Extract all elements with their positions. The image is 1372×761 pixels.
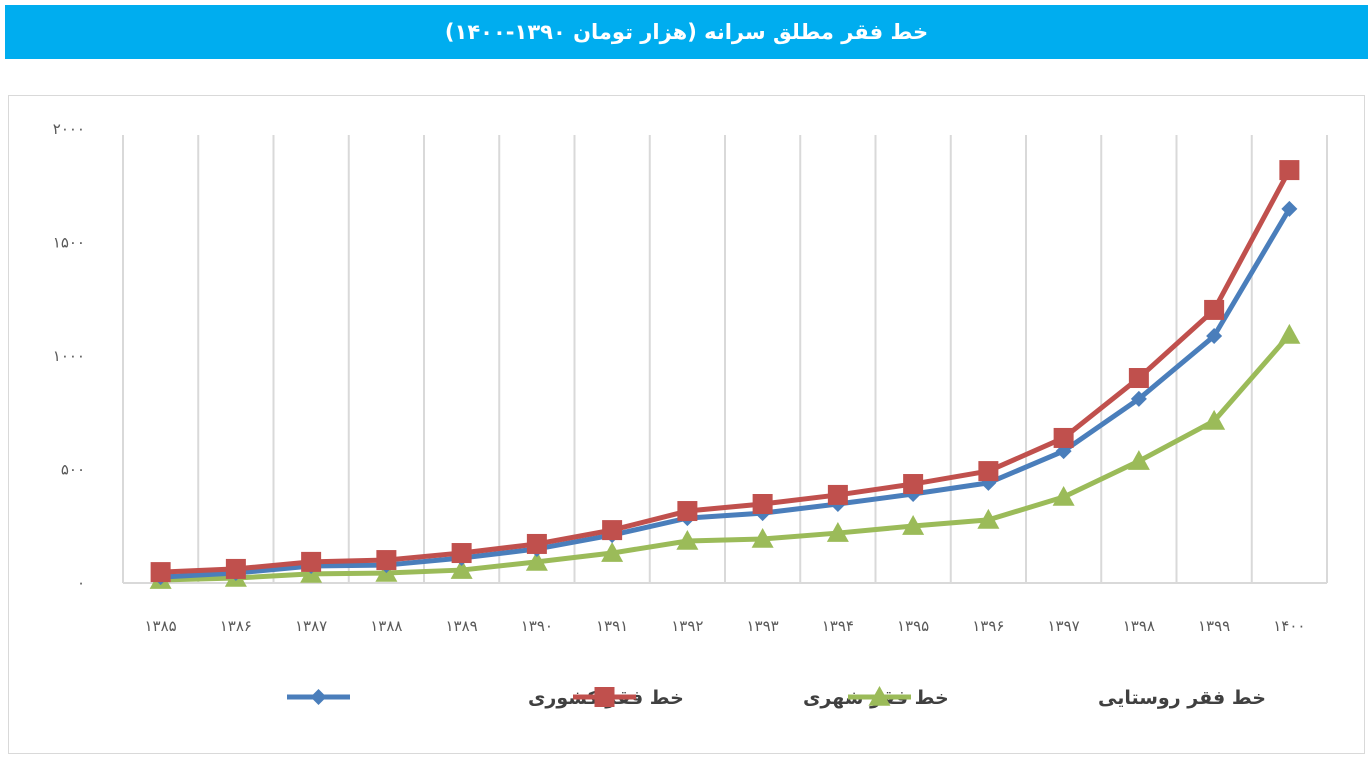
data-point-triangle xyxy=(1052,485,1075,506)
data-point-square xyxy=(526,533,547,554)
x-tick-label: ۱۳۹۰ xyxy=(521,617,553,635)
x-tick-label: ۱۳۹۱ xyxy=(596,617,628,635)
data-point-square xyxy=(451,543,472,564)
data-point-triangle xyxy=(1203,409,1226,430)
chart-frame xyxy=(8,95,1365,754)
data-point-square xyxy=(602,520,623,541)
chart-title: خط فقر مطلق سرانه (هزار تومان ۱۳۹۰-۱۴۰۰) xyxy=(444,20,929,44)
data-point-triangle xyxy=(826,522,849,542)
x-tick-label: ۱۳۸۷ xyxy=(295,617,327,635)
data-point-square xyxy=(376,550,397,571)
legend-marker-square xyxy=(594,687,615,707)
x-tick-label: ۱۳۸۸ xyxy=(370,617,402,635)
legend-marker-triangle xyxy=(868,686,891,706)
x-tick-label: ۱۳۹۶ xyxy=(972,617,1004,635)
data-point-triangle xyxy=(751,527,774,548)
data-point-square xyxy=(301,551,322,572)
data-point-square xyxy=(1279,160,1300,181)
x-tick-label: ۱۳۹۲ xyxy=(671,617,703,635)
x-tick-label: ۱۳۹۴ xyxy=(822,617,854,635)
data-point-diamond xyxy=(1130,390,1147,407)
data-point-square xyxy=(677,501,698,522)
data-point-square xyxy=(827,484,848,505)
y-tick-label: ۱۰۰۰ xyxy=(53,347,85,365)
data-point-diamond xyxy=(1281,200,1298,217)
x-tick-label: ۱۳۸۶ xyxy=(220,617,252,635)
data-point-triangle xyxy=(450,559,473,579)
series-line xyxy=(160,333,1292,583)
x-tick-label: ۱۳۹۸ xyxy=(1123,617,1155,635)
title-bar: خط فقر مطلق سرانه (هزار تومان ۱۳۹۰-۱۴۰۰) xyxy=(5,5,1368,59)
data-point-triangle xyxy=(1127,450,1150,470)
data-point-diamond xyxy=(1206,328,1223,345)
data-point-square xyxy=(1204,299,1225,320)
x-tick-label: ۱۳۹۳ xyxy=(747,617,779,635)
x-tick-label: ۱۳۹۵ xyxy=(897,617,929,635)
data-point-square xyxy=(150,562,171,583)
x-tick-label: ۱۳۸۵ xyxy=(145,617,177,635)
data-point-square xyxy=(1128,368,1149,389)
y-tick-label: ۱۵۰۰ xyxy=(53,234,85,252)
x-tick-label: ۱۳۸۹ xyxy=(446,617,478,635)
y-tick-label: ۰ xyxy=(77,574,85,592)
x-tick-label: ۱۴۰۰ xyxy=(1273,617,1305,635)
data-point-triangle xyxy=(902,515,925,535)
data-point-square xyxy=(752,494,773,515)
y-tick-label: ۵۰۰ xyxy=(61,461,85,479)
legend-marker-diamond xyxy=(310,689,327,705)
x-tick-label: ۱۳۹۷ xyxy=(1048,617,1080,635)
legend-label: خط فقر روستایی xyxy=(1098,687,1266,709)
data-point-triangle xyxy=(977,508,1000,529)
data-point-square xyxy=(978,461,999,482)
data-point-triangle xyxy=(676,530,699,550)
data-point-square xyxy=(903,474,924,495)
data-point-triangle xyxy=(525,550,548,571)
data-point-square xyxy=(1053,427,1074,448)
y-tick-label: ۲۰۰۰ xyxy=(53,120,85,138)
series-line xyxy=(160,168,1292,575)
data-point-triangle xyxy=(1278,323,1301,344)
series-line xyxy=(160,207,1292,580)
data-point-square xyxy=(225,558,246,579)
x-tick-label: ۱۳۹۹ xyxy=(1198,617,1230,635)
data-point-triangle xyxy=(601,542,624,562)
